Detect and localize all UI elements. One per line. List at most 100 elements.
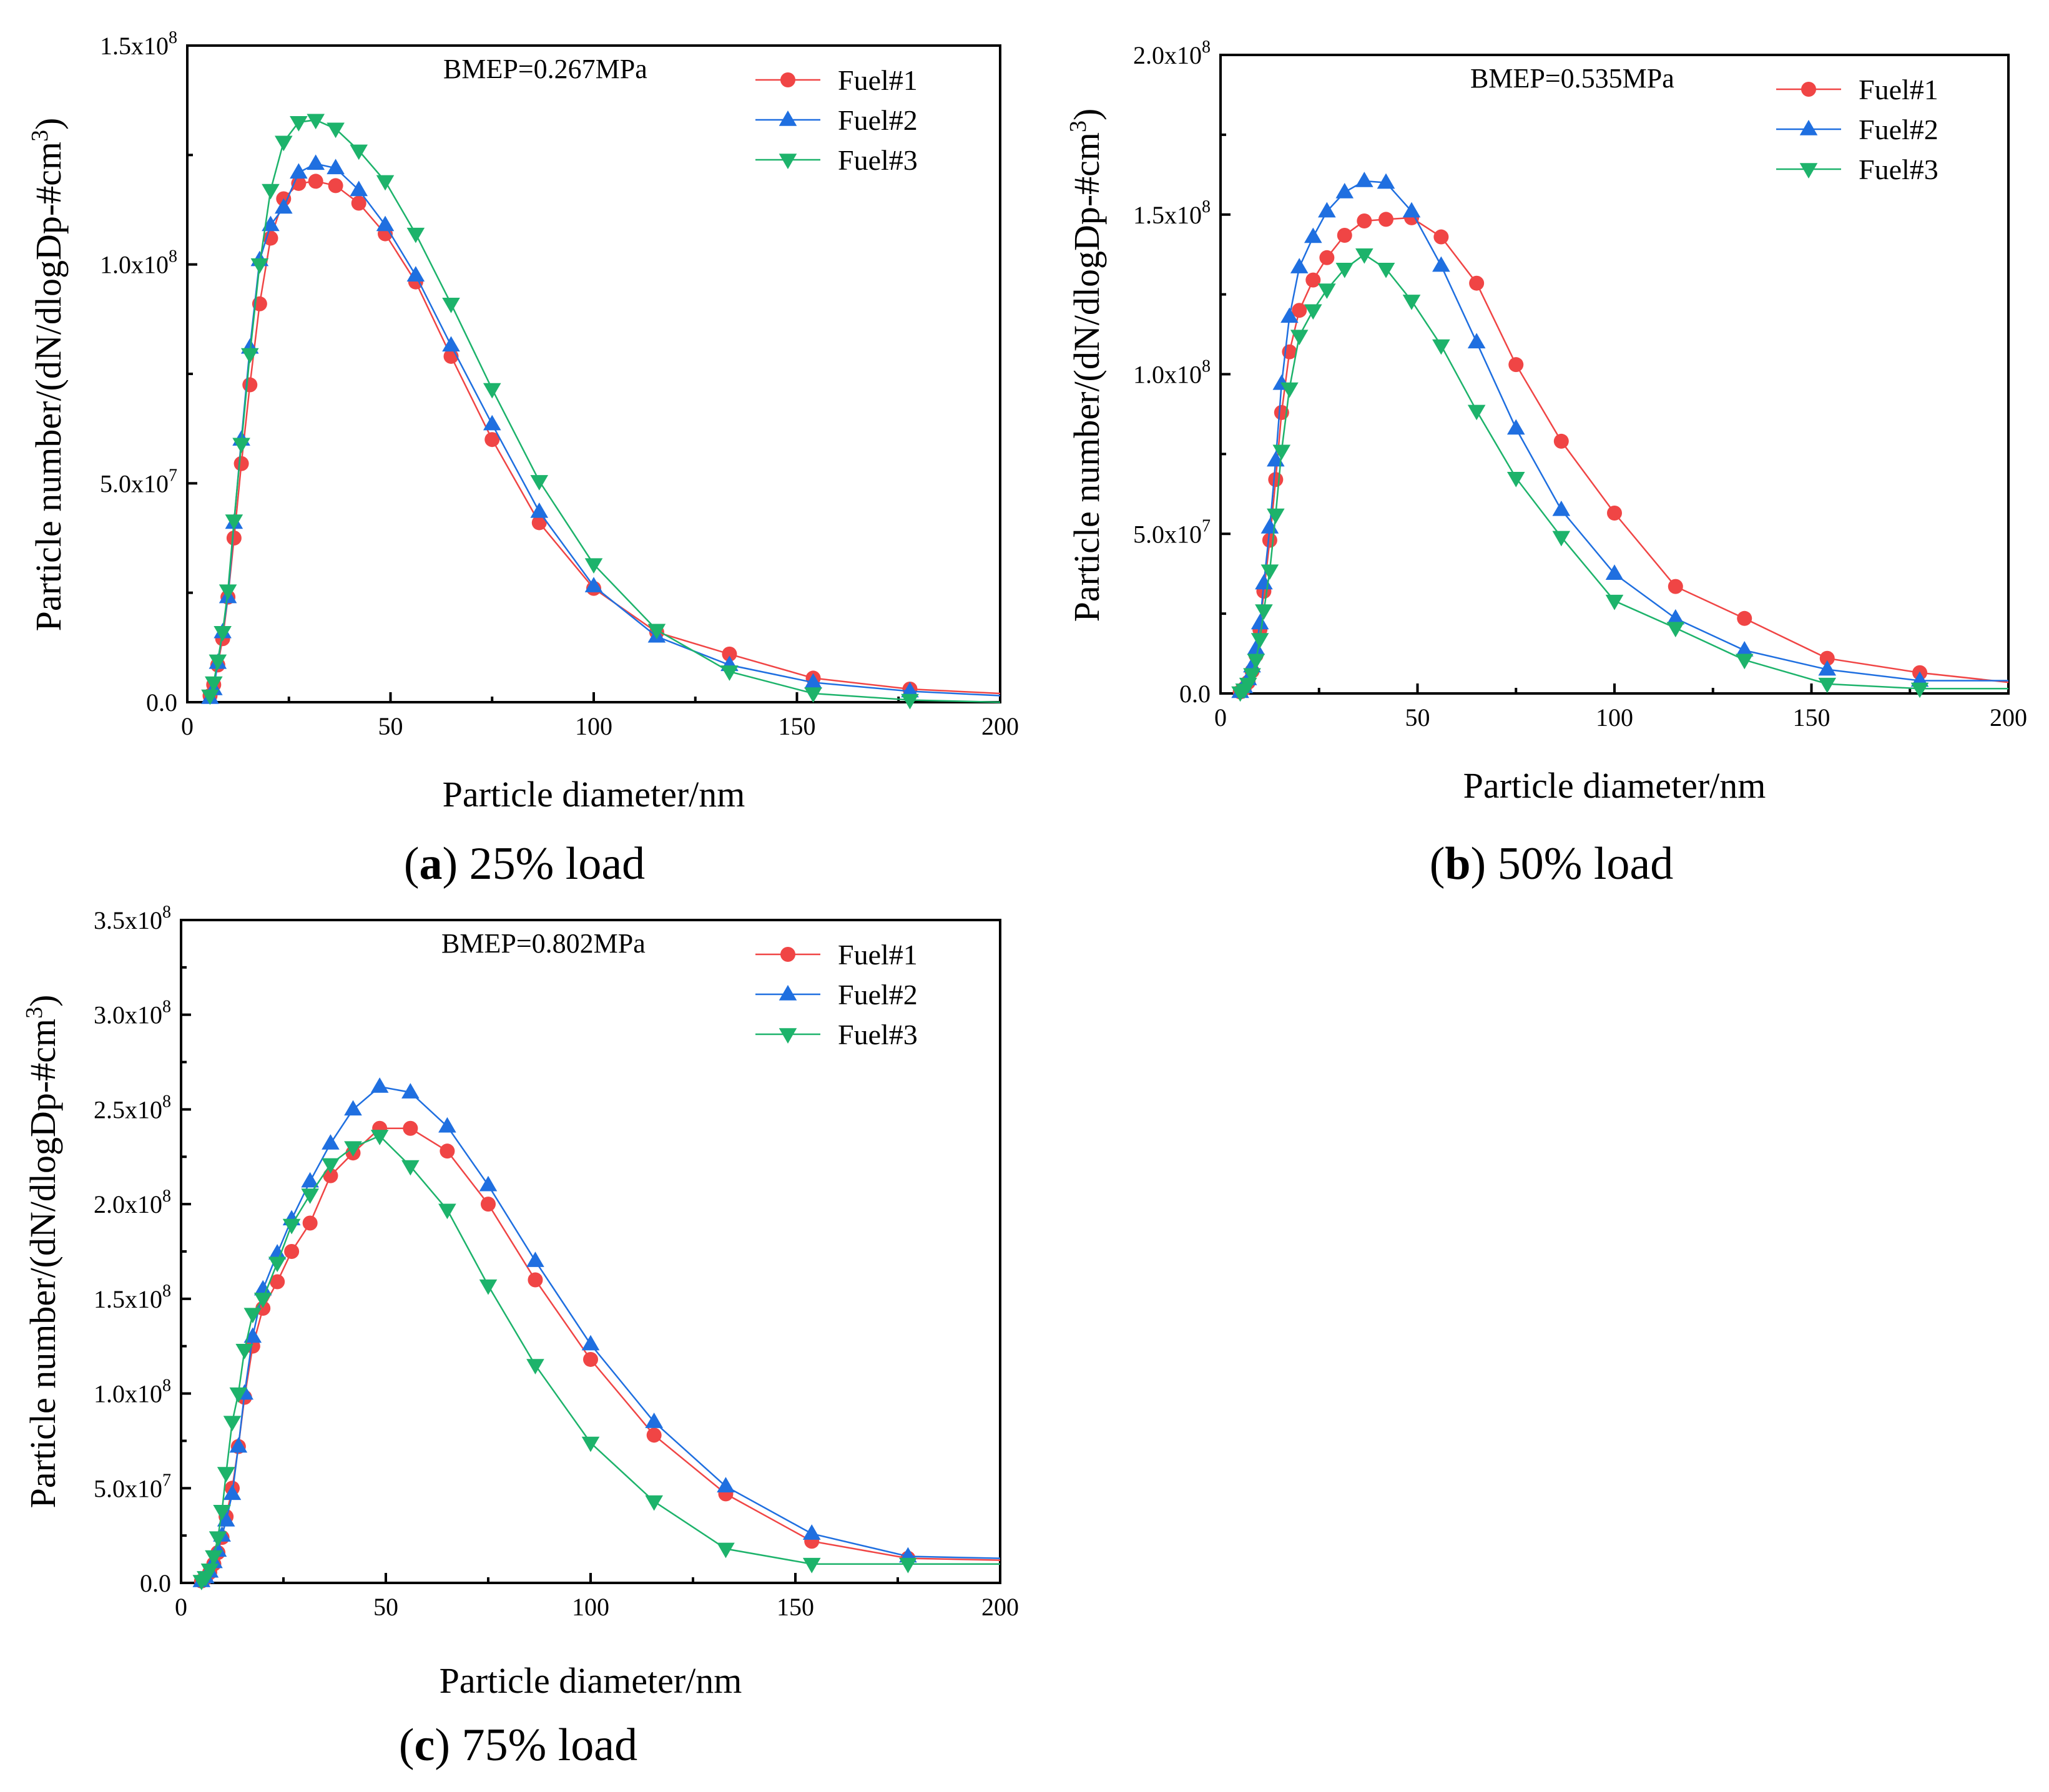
panel-c-x-tick-label-4: 200 xyxy=(981,1593,1019,1621)
panel-c-y-tick-mantissa-6: 3.0x10 xyxy=(94,1001,162,1029)
panel-c-legend-marker-0 xyxy=(780,947,795,962)
panel-a-y-tick-exponent-2: 8 xyxy=(169,247,177,267)
panel-c-caption-text: 75% load xyxy=(462,1720,638,1771)
panel-a-y-tick-mantissa-1: 5.0x10 xyxy=(100,469,169,497)
panel-c-y-tick-mantissa-2: 1.0x10 xyxy=(94,1380,162,1408)
panel-b-legend-label-2: Fuel#3 xyxy=(1859,154,1938,185)
panel-b-y-tick-label-1: 5.0x107 xyxy=(1133,516,1211,548)
panel-b-annotation: BMEP=0.535MPa xyxy=(1470,63,1674,94)
panel-c-y-tick-exponent-1: 7 xyxy=(162,1471,171,1490)
panel-b-series-2-point-8 xyxy=(1267,508,1285,524)
panel-b-series-0-point-24 xyxy=(1737,610,1752,626)
panel-b-series-2-point-17 xyxy=(1402,295,1421,310)
panel-b-legend-label-1: Fuel#2 xyxy=(1859,114,1938,145)
panel-b-y-tick-exponent-3: 8 xyxy=(1202,197,1211,217)
panel-a-series-1-point-11 xyxy=(290,163,308,179)
panel-b-series-line-0 xyxy=(1239,217,2009,693)
panel-b-series-1-point-19 xyxy=(1467,333,1486,349)
panel-b-series-2-point-16 xyxy=(1377,262,1395,278)
panel-a-series-0-point-12 xyxy=(308,174,323,189)
panel-a-x-tick-label-3: 150 xyxy=(779,712,816,740)
panel-c-legend-label-2: Fuel#3 xyxy=(838,1019,918,1050)
panel-b-series xyxy=(1231,172,2009,702)
panel-a-series-1-point-19 xyxy=(530,502,549,518)
panel-b-series-2-point-26 xyxy=(1910,682,1929,698)
panel-a-series-2-point-21 xyxy=(647,624,666,640)
panel-b-y-tick-mantissa-3: 1.5x10 xyxy=(1133,201,1202,229)
panel-c-series-1-point-11 xyxy=(253,1280,272,1296)
panel-b-series-1-point-22 xyxy=(1605,564,1624,580)
panel-c-y-tick-label-2: 1.0x108 xyxy=(94,1376,171,1408)
panel-c-x-tick-label-1: 50 xyxy=(373,1593,398,1621)
panel-c-y-tick-label-6: 3.0x108 xyxy=(94,997,171,1029)
panel-b-series-0-point-18 xyxy=(1433,229,1449,245)
panel-c-series-2-point-2 xyxy=(200,1564,219,1579)
panel-c-y-tick-mantissa-7: 3.5x10 xyxy=(94,906,162,934)
panel-b-ylabel-sup: 3 xyxy=(1065,120,1091,132)
panel-a-series-2-point-22 xyxy=(720,665,739,681)
panel-a-series-2-point-20 xyxy=(584,558,603,574)
panel-b-series-2-point-10 xyxy=(1280,382,1299,398)
panel-b-series-2-point-11 xyxy=(1290,330,1309,346)
panel-a-series-2-point-0 xyxy=(201,689,219,705)
panel-c-y-tick-mantissa-5: 2.5x10 xyxy=(94,1095,162,1124)
panel-b-series-1-point-13 xyxy=(1318,202,1336,218)
panel-c-series-0-point-13 xyxy=(284,1244,300,1259)
panel-a-series-1-point-17 xyxy=(442,336,460,352)
panel-c-y-tick-mantissa-4: 2.0x10 xyxy=(94,1190,162,1218)
panel-c-series-0-point-21 xyxy=(528,1272,543,1288)
panel-b-series-0-point-20 xyxy=(1508,357,1524,373)
panel-a-series-2-point-16 xyxy=(406,227,425,243)
panel-c-y-tick-label-1: 5.0x107 xyxy=(94,1471,171,1502)
panel-a-series-1-point-10 xyxy=(274,198,293,214)
panel-b-x-tick-label-0: 0 xyxy=(1214,703,1227,732)
panel-c-series-1-point-14 xyxy=(301,1172,319,1188)
panel-a-series-1-point-15 xyxy=(376,215,395,232)
panel-a-series-0-point-5 xyxy=(226,531,242,546)
panel-c-series-2-point-15 xyxy=(322,1158,340,1174)
panel-b-y-tick-mantissa-4: 2.0x10 xyxy=(1133,41,1202,69)
panel-a-y-tick-mantissa-2: 1.0x10 xyxy=(100,251,169,279)
panel-a-y-tick-mantissa-3: 1.5x10 xyxy=(100,32,169,60)
panel-a-caption: (a) 25% load xyxy=(404,838,645,889)
panel-b-series-line-2 xyxy=(1239,253,2008,693)
panel-c-y-tick-label-4: 2.0x108 xyxy=(94,1187,171,1218)
panel-c-series-2-point-16 xyxy=(344,1141,362,1157)
panel-b-legend-label-0: Fuel#1 xyxy=(1859,74,1938,105)
panel-c-series-2-point-6 xyxy=(217,1467,235,1482)
panel-c-series-2-point-5 xyxy=(213,1504,231,1520)
panel-c-series-1-point-6 xyxy=(217,1510,235,1527)
panel-a-series-2-point-1 xyxy=(205,676,223,692)
panel-b-caption-text: 50% load xyxy=(1498,838,1674,889)
panel-b-x-ticks: 0 50 100 150 200 xyxy=(1214,683,2027,732)
panel-a-series-2-point-17 xyxy=(442,298,460,313)
panel-a-y-tick-label-0: 0.0 xyxy=(146,688,177,717)
panel-a-series-2-point-13 xyxy=(327,122,345,139)
panel-c-series-2-point-7 xyxy=(223,1416,242,1432)
panel-a-series-2-point-10 xyxy=(274,135,293,152)
panel-b-series-1-point-18 xyxy=(1432,256,1450,272)
panel-a-series-2-point-3 xyxy=(214,626,232,642)
panel-b-series-0-point-8 xyxy=(1268,472,1284,487)
panel-c-series-2-point-23 xyxy=(645,1495,663,1511)
panel-b-legend-marker-1 xyxy=(1799,120,1818,135)
panel-c-y-ticks: 0.05.0x1071.0x1081.5x1082.0x1082.5x1083.… xyxy=(94,903,191,1597)
panel-a-series-1-point-14 xyxy=(350,180,368,197)
panel-c-legend-label-1: Fuel#2 xyxy=(838,979,918,1011)
panel-b-y-tick-label-2: 1.0x108 xyxy=(1133,357,1211,389)
panel-b-series-0-point-15 xyxy=(1357,213,1372,228)
panel-b-series-1-point-24 xyxy=(1735,640,1754,657)
panel-c-y-tick-exponent-3: 8 xyxy=(162,1281,171,1301)
panel-a-series-2-point-19 xyxy=(530,475,549,491)
panel-a-y-tick-label-1: 5.0x107 xyxy=(100,466,177,497)
panel-a-series-1-point-18 xyxy=(483,414,501,431)
panel-b-caption-letter: b xyxy=(1445,838,1470,889)
panel-a-series-2-point-9 xyxy=(262,184,280,200)
panel-b-x-tick-label-4: 200 xyxy=(1990,703,2027,732)
panel-b-x-tick-label-1: 50 xyxy=(1405,703,1430,732)
panel-a-series-0-point-13 xyxy=(328,178,343,193)
panel-a-ylabel-main: Particle number/(dN/dlogDp-#cm xyxy=(28,142,69,631)
panel-a-ylabel-close: ) xyxy=(28,118,69,130)
